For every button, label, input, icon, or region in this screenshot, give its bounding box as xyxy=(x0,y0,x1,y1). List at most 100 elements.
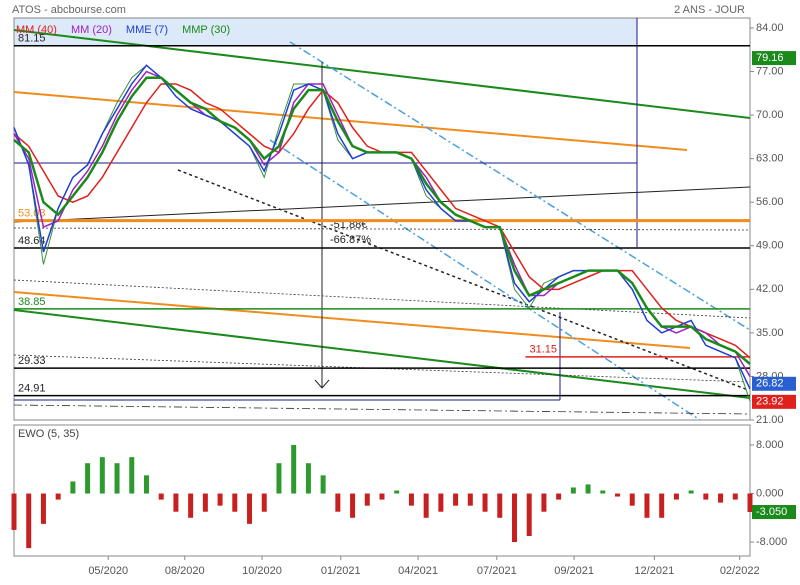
ewo-bar xyxy=(364,493,370,506)
ewo-bar xyxy=(408,493,414,506)
ewo-bar xyxy=(129,457,135,494)
y-tick-label: 84.00 xyxy=(756,22,784,34)
level-label: 53.03 xyxy=(18,208,46,220)
ewo-bar xyxy=(659,493,665,518)
x-tick-label: 10/2020 xyxy=(242,565,282,577)
trend-line xyxy=(13,91,688,151)
trend-line xyxy=(289,41,751,331)
ewo-bar xyxy=(158,493,164,500)
ewo-bar xyxy=(55,493,61,500)
legend-entry: MME (7) xyxy=(126,24,168,36)
ewo-bar xyxy=(320,475,326,494)
x-tick-label: 01/2021 xyxy=(321,565,361,577)
ewo-bar xyxy=(11,493,17,530)
y-tick-label: 63.00 xyxy=(756,153,784,165)
ewo-bar xyxy=(232,493,238,512)
ewo-bar xyxy=(99,457,105,494)
y-tick-label: 35.00 xyxy=(756,327,784,339)
level-label: 31.15 xyxy=(530,344,558,356)
ewo-bar xyxy=(276,463,282,494)
trend-line xyxy=(13,309,751,399)
price-line xyxy=(13,64,751,402)
ewo-bar xyxy=(202,493,208,512)
chart-title: ATOS - abcbourse.com xyxy=(12,4,126,16)
ewo-bar xyxy=(629,493,635,506)
y-tick-label: 8.000 xyxy=(756,439,784,451)
price-marker xyxy=(752,376,796,391)
price-panel xyxy=(13,17,751,421)
ewo-bar xyxy=(350,493,356,518)
ewo-bar xyxy=(526,493,532,536)
period-label: 2 ANS - JOUR xyxy=(674,4,745,16)
ewo-bar xyxy=(732,493,738,500)
y-tick-label: 56.00 xyxy=(756,196,784,208)
ewo-bar xyxy=(173,493,179,512)
x-tick-label: 02/2022 xyxy=(720,565,760,577)
x-tick-label: 07/2021 xyxy=(477,565,517,577)
legend-band xyxy=(14,18,637,45)
x-tick-label: 09/2021 xyxy=(554,565,594,577)
ewo-bar xyxy=(423,493,429,518)
ewo-bar xyxy=(511,493,517,543)
ewo-bar xyxy=(379,493,385,500)
ewo-bar xyxy=(541,493,547,512)
ewo-bar xyxy=(335,493,341,512)
indicator-marker-label: -3.050 xyxy=(756,506,787,518)
level-label: 48.64 xyxy=(18,235,46,247)
trend-lines xyxy=(13,18,751,421)
ewo-bar xyxy=(718,493,724,503)
legend-entry: MM (20) xyxy=(71,24,112,36)
x-tick-label: 05/2020 xyxy=(88,565,128,577)
ma-line xyxy=(13,76,751,365)
trend-line xyxy=(13,227,751,231)
x-tick-label: 04/2021 xyxy=(398,565,438,577)
ewo-bar xyxy=(394,490,400,494)
indicator-panel xyxy=(13,424,751,557)
level-label: 81.15 xyxy=(18,33,46,45)
ewo-bar xyxy=(747,493,753,513)
ewo-bar xyxy=(482,493,488,512)
ewo-bar xyxy=(85,463,91,494)
level-label: 38.85 xyxy=(18,296,46,308)
ewo-bar xyxy=(143,475,149,494)
ewo-bar xyxy=(570,487,576,494)
ewo-bar xyxy=(217,493,223,506)
y-tick-label: 0.000 xyxy=(756,487,784,499)
ewo-bar xyxy=(261,493,267,512)
y-tick-label: 70.00 xyxy=(756,109,784,121)
price-marker xyxy=(752,51,796,66)
ewo-bar xyxy=(600,490,606,494)
ewo-bar xyxy=(453,493,459,506)
ewo-bar xyxy=(438,493,444,512)
level-label: 29.33 xyxy=(18,355,46,367)
price-marker xyxy=(752,394,796,409)
ewo-bar xyxy=(305,463,311,494)
trend-line xyxy=(13,291,691,349)
level-label: 24.91 xyxy=(18,383,46,395)
ma-line xyxy=(13,70,751,377)
ma-line xyxy=(13,64,751,390)
ewo-bar xyxy=(26,493,32,549)
y-tick-label: 42.00 xyxy=(756,283,784,295)
price-marker-label: 79.16 xyxy=(756,52,784,64)
ewo-bar xyxy=(188,493,194,518)
ewo-bar xyxy=(247,493,253,524)
price-marker-label: 26.82 xyxy=(756,378,784,390)
measure-arrow xyxy=(314,379,330,389)
x-tick-label: 12/2021 xyxy=(634,565,674,577)
indicator-title: EWO (5, 35) xyxy=(18,428,79,440)
ewo-bar xyxy=(114,463,120,494)
y-tick-label: -8.000 xyxy=(756,536,787,548)
legend-entry: MMP (30) xyxy=(182,24,230,36)
ewo-bar xyxy=(688,490,694,494)
ewo-bar xyxy=(673,493,679,500)
annotation: -66.87% xyxy=(330,234,371,246)
ewo-bar xyxy=(467,493,473,506)
y-tick-label: 21.00 xyxy=(756,414,784,426)
trend-line xyxy=(13,404,751,415)
ewo-bar xyxy=(70,481,76,494)
ewo-bar xyxy=(556,493,562,500)
trend-line xyxy=(13,186,751,223)
ewo-bar xyxy=(497,493,503,518)
